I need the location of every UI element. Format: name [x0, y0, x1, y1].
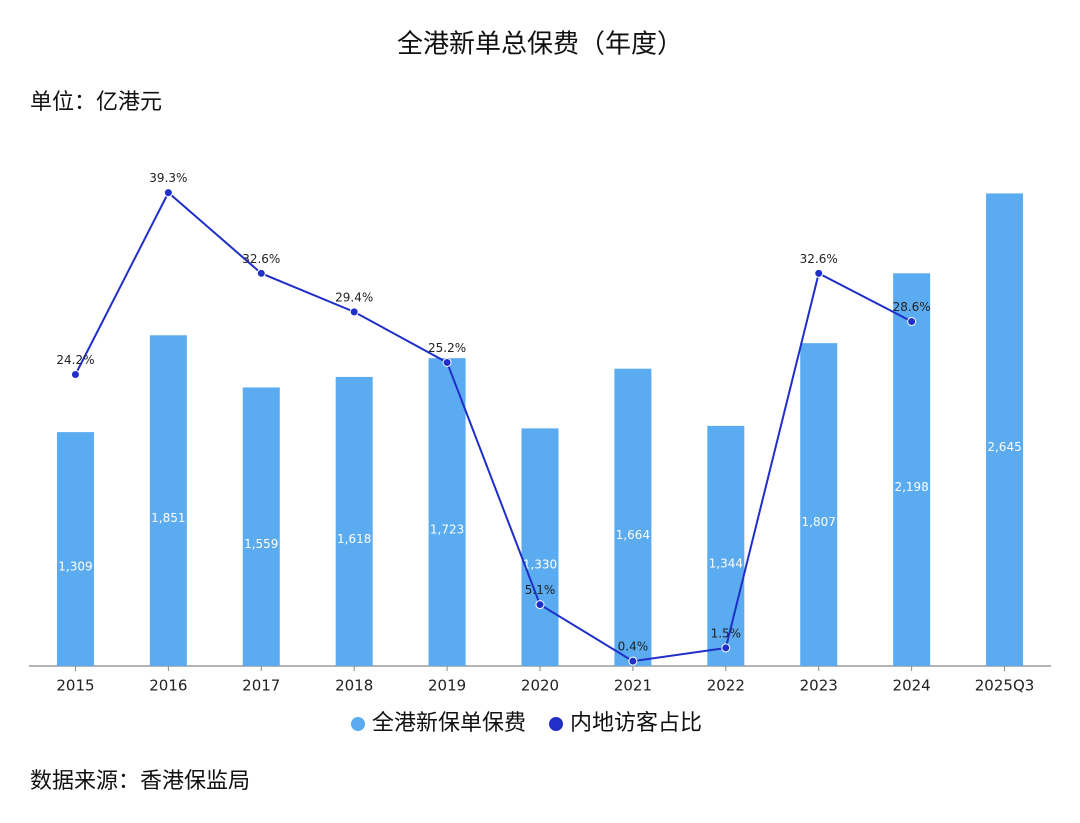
legend-label: 全港新保单保费 [372, 711, 526, 736]
line-value-label: 0.4% [618, 640, 649, 654]
line-point [814, 268, 824, 278]
x-tick-label: 2022 [707, 677, 745, 695]
line-point [256, 268, 266, 278]
x-tick-label: 2015 [56, 677, 94, 695]
line-value-label: 32.6% [242, 252, 280, 266]
bar-value-label: 1,723 [430, 523, 464, 537]
line-point [70, 370, 80, 380]
line-value-label: 5.1% [525, 583, 556, 597]
x-tick-label: 2021 [614, 677, 652, 695]
x-tick-label: 2018 [335, 677, 373, 695]
bar [521, 428, 559, 666]
bar [986, 193, 1024, 666]
bar [428, 358, 466, 666]
bar [335, 376, 373, 666]
x-tick-label: 2017 [242, 677, 280, 695]
bar [893, 273, 931, 666]
line-value-label: 39.3% [149, 171, 187, 185]
legend-label: 内地访客占比 [570, 711, 702, 736]
line-point [349, 307, 359, 317]
line-value-label: 1.5% [711, 626, 742, 640]
x-tick-label: 2020 [521, 677, 559, 695]
bar-value-label: 1,330 [523, 558, 557, 572]
bar-value-label: 1,309 [58, 560, 92, 574]
bar-value-label: 1,344 [709, 556, 743, 570]
line-point [907, 317, 917, 327]
bar-value-label: 2,645 [987, 440, 1021, 454]
line-value-label: 29.4% [335, 290, 373, 304]
line-point [628, 656, 638, 666]
x-tick-label: 2023 [800, 677, 838, 695]
line-point [163, 188, 173, 198]
bar [242, 387, 280, 666]
chart-title: 全港新单总保费（年度） [397, 30, 683, 60]
bar-value-label: 2,198 [894, 480, 928, 494]
line-point [442, 357, 452, 367]
bar [56, 432, 94, 666]
x-tick-label: 2016 [149, 677, 187, 695]
bar-value-label: 1,618 [337, 532, 371, 546]
line-value-label: 24.2% [56, 353, 94, 367]
line [74, 191, 913, 663]
line-value-label: 32.6% [800, 252, 838, 266]
x-tick-label: 2025Q3 [975, 677, 1035, 695]
line-value-label: 25.2% [428, 341, 466, 355]
x-tick-label: 2024 [893, 677, 931, 695]
bar-value-label: 1,807 [802, 515, 836, 529]
x-tick-label: 2019 [428, 677, 466, 695]
source-note: 数据来源：香港保监局 [30, 769, 250, 794]
legend-swatch [351, 717, 365, 731]
bar [707, 425, 745, 666]
bar-value-label: 1,664 [616, 528, 650, 542]
bar [800, 343, 838, 666]
line-value-label: 28.6% [893, 300, 931, 314]
unit-label: 单位：亿港元 [30, 90, 162, 115]
bar [614, 368, 652, 666]
bar [149, 335, 187, 666]
line-point [721, 643, 731, 653]
bar-value-label: 1,851 [151, 511, 185, 525]
line-point [535, 600, 545, 610]
legend-swatch [549, 717, 564, 731]
bar-value-label: 1,559 [244, 537, 278, 551]
